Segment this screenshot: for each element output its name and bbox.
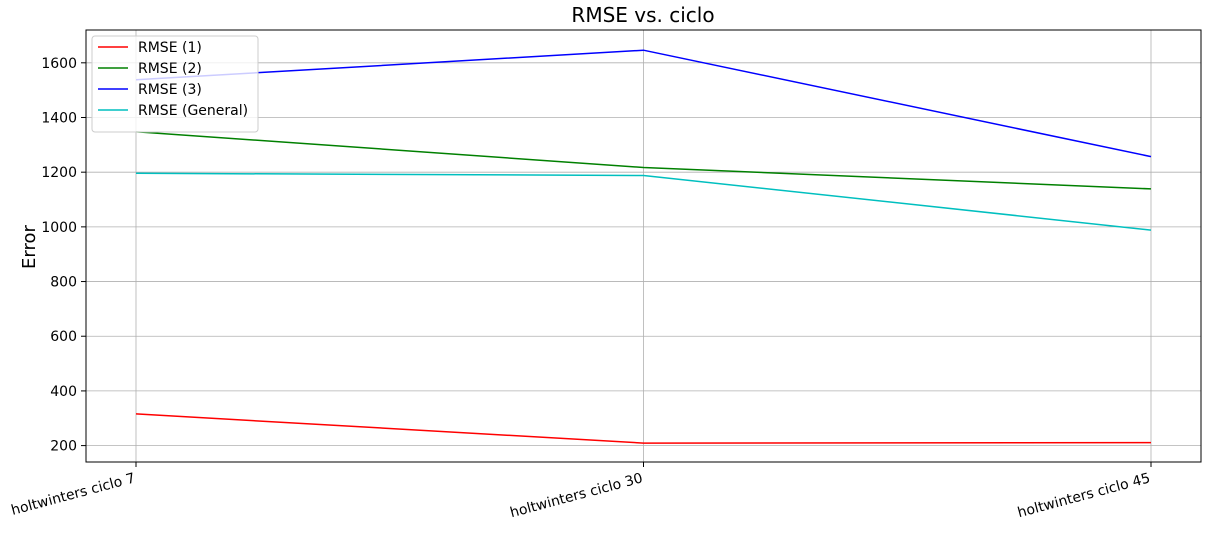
chart-title: RMSE vs. ciclo — [571, 3, 714, 27]
y-tick-label: 1000 — [41, 220, 77, 236]
series-line — [135, 49, 1152, 158]
series-lines — [135, 49, 1152, 444]
x-tick-label: holtwinters ciclo 45 — [1016, 470, 1152, 521]
legend: RMSE (1) RMSE (2) RMSE (3) RMSE (General) — [91, 35, 259, 133]
grid-lines — [86, 30, 1201, 462]
series-line — [135, 172, 1152, 231]
series-line — [135, 413, 1152, 444]
y-tick-label: 800 — [50, 275, 77, 291]
y-tick-label: 1200 — [41, 165, 77, 181]
legend-label: RMSE (General) — [138, 103, 248, 119]
y-axis-label: Error — [19, 224, 40, 268]
x-tick-label: holtwinters ciclo 7 — [10, 470, 138, 519]
y-tick-label: 1400 — [41, 110, 77, 126]
legend-label: RMSE (2) — [138, 61, 202, 77]
y-tick-label: 200 — [50, 439, 77, 455]
x-tick-label: holtwinters ciclo 30 — [508, 470, 644, 521]
y-tick-label: 1600 — [41, 56, 77, 72]
legend-label: RMSE (3) — [138, 82, 202, 98]
legend-label: RMSE (1) — [138, 40, 202, 56]
legend-box — [91, 35, 259, 133]
y-tick-label: 600 — [50, 329, 77, 345]
y-tick-label: 400 — [50, 384, 77, 400]
series-line — [135, 130, 1152, 190]
